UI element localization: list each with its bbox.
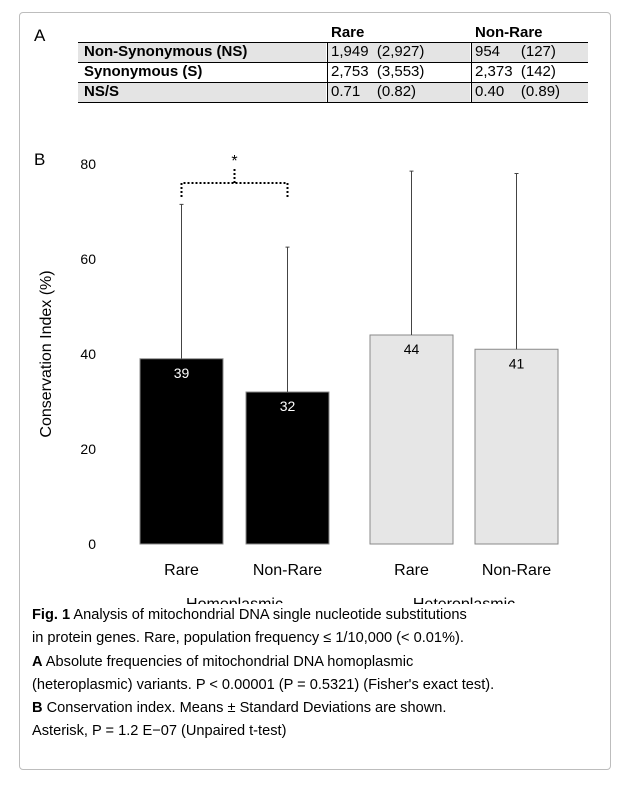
caption-line: Analysis of mitochondrial DNA single nuc… — [70, 607, 467, 623]
panel-a-label: A — [34, 26, 46, 45]
table-row: Synonymous (S) 2,753 (3,553) 2,373 (142) — [78, 62, 588, 82]
x-tick-label: Non-Rare — [253, 562, 322, 579]
bar-value-label: 41 — [509, 355, 525, 371]
table-divider — [78, 62, 588, 63]
table-column-divider — [471, 42, 472, 103]
table-row: Non-Synonymous (NS) 1,949 (2,927) 954 (1… — [78, 42, 588, 62]
table-cell-rare: 0.71 (0.82) — [328, 82, 470, 102]
caption-fig-label: Fig. 1 — [32, 607, 71, 623]
bar — [139, 358, 224, 545]
table-header-nonrare: Non-Rare — [475, 24, 543, 41]
bar — [474, 348, 559, 545]
caption-line: in protein genes. Rare, population frequ… — [32, 630, 464, 647]
y-tick-label: 40 — [80, 346, 96, 362]
table-cell-nonrare: 2,373 (142) — [475, 63, 556, 80]
bar-value-label: 39 — [174, 365, 190, 381]
bar — [245, 391, 330, 545]
panel-b-label: B — [34, 150, 46, 169]
table-column-divider — [327, 42, 328, 103]
table-row-label: Non-Synonymous (NS) — [78, 42, 326, 62]
group-label: Homoplasmic — [186, 596, 283, 604]
table-cell-rare: 2,753 (3,553) — [331, 63, 425, 80]
table-row-label: Synonymous (S) — [84, 63, 203, 80]
caption-line: (heteroplasmic) variants. P < 0.00001 (P… — [32, 676, 495, 693]
caption-b-label: B — [32, 700, 43, 717]
y-tick-label: 20 — [80, 441, 96, 457]
caption-line: Absolute frequencies of mitochondrial DN… — [42, 653, 414, 670]
table-cell-rare: 1,949 (2,927) — [328, 42, 470, 62]
table-header-rare: Rare — [331, 24, 365, 41]
figure-frame — [19, 12, 611, 770]
group-label: Heteroplasmic — [413, 596, 515, 604]
x-tick-label: Non-Rare — [482, 562, 551, 579]
table-row-label: NS/S — [78, 82, 326, 102]
caption-line: Conservation index. Means ± Standard Dev… — [42, 700, 447, 717]
caption-line: Asterisk, P = 1.2 E−07 (Unpaired t-test) — [32, 723, 287, 740]
significance-label: * — [231, 153, 237, 170]
figure-caption: Fig. 1 Analysis of mitochondrial DNA sin… — [32, 604, 608, 744]
caption-a-label: A — [32, 653, 43, 670]
bar-value-label: 32 — [280, 398, 296, 414]
y-tick-label: 0 — [88, 536, 96, 552]
y-tick-label: 80 — [80, 156, 96, 172]
x-tick-label: Rare — [164, 562, 199, 579]
y-tick-label: 60 — [80, 251, 96, 267]
table-divider — [78, 82, 588, 83]
table-cell-nonrare: 954 (127) — [472, 42, 588, 62]
significance-bracket — [180, 182, 289, 197]
conservation-chart: 0 20 40 60 80 Conservation Index (%) 39 Rare 32 N… — [38, 153, 559, 604]
table-cell-nonrare: 0.40 (0.89) — [472, 82, 588, 102]
bar-value-label: 44 — [404, 341, 420, 357]
y-axis-label: Conservation Index (%) — [38, 270, 55, 437]
bar — [369, 334, 454, 545]
table-row: NS/S 0.71 (0.82) 0.40 (0.89) — [78, 82, 588, 102]
x-tick-label: Rare — [394, 562, 429, 579]
